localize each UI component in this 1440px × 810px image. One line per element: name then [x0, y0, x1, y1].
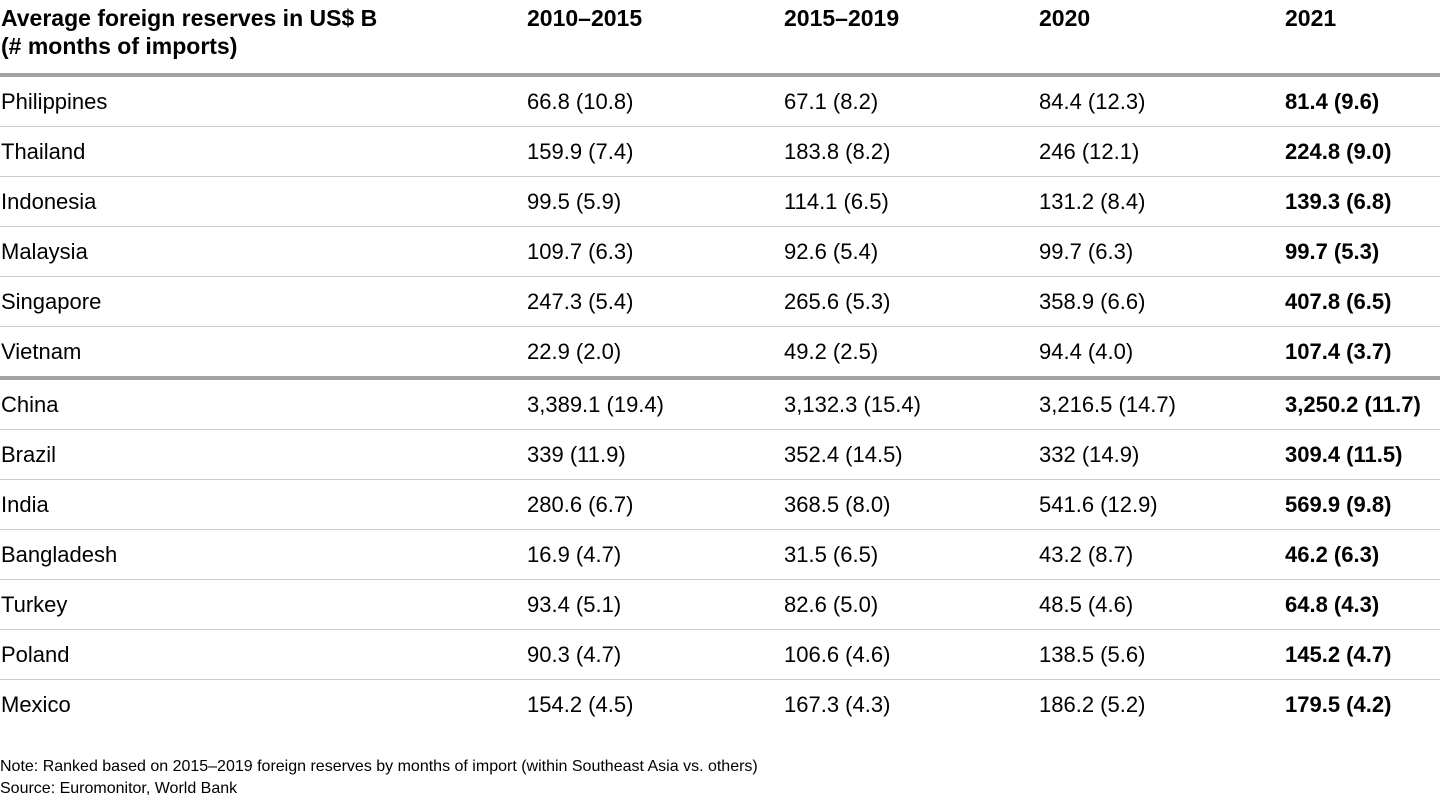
value-cell: 64.8 (4.3)	[1285, 579, 1440, 630]
column-header-2015-2019: 2015–2019	[784, 0, 1039, 77]
value-cell: 167.3 (4.3)	[784, 691, 891, 717]
value-cell: 84.4 (12.3)	[1039, 75, 1285, 127]
column-header-2021: 2021	[1285, 0, 1440, 77]
table-row: China 3,389.1 (19.4) 3,132.3 (15.4) 3,216.5…	[0, 378, 1440, 430]
table-row: Bangladesh 16.9 (4.7) 31.5 (6.5) 43.2 (8.7)…	[0, 529, 1440, 580]
value-cell: 99.5 (5.9)	[527, 176, 784, 227]
footnotes: Note: Ranked based on 2015–2019 foreign …	[0, 756, 1440, 800]
value-cell: 67.1 (8.2)	[784, 75, 1039, 127]
value-cell: 569.9 (9.8)	[1285, 479, 1440, 530]
country-label: Singapore	[0, 276, 527, 327]
country-label: Malaysia	[0, 226, 527, 277]
table-row: Mexico 154.2 (4.5) 167.3 (4.3) 186.2 (5.2) 1…	[0, 680, 1440, 730]
value-cell: 82.6 (5.0)	[784, 579, 1039, 630]
value-cell: 90.3 (4.7)	[527, 629, 784, 680]
table-row: Thailand 159.9 (7.4) 183.8 (8.2) 246 (12.1)…	[0, 126, 1440, 177]
value-cell: 145.2 (4.7)	[1285, 629, 1440, 680]
column-header-2010-2015: 2010–2015	[527, 0, 784, 77]
value-cell: 159.9 (7.4)	[527, 126, 784, 177]
value-cell: 332 (14.9)	[1039, 429, 1285, 480]
value-cell: 309.4 (11.5)	[1285, 429, 1440, 480]
value-cell: 16.9 (4.7)	[527, 529, 784, 580]
value-cell: 43.2 (8.7)	[1039, 529, 1285, 580]
value-cell: 368.5 (8.0)	[784, 479, 1039, 530]
value-cell: 246 (12.1)	[1039, 126, 1285, 177]
table-row: Brazil 339 (11.9) 352.4 (14.5) 332 (14.9) 30…	[0, 429, 1440, 480]
value-cell: 280.6 (6.7)	[527, 479, 784, 530]
value-cell: 31.5 (6.5)	[784, 529, 1039, 580]
value-cell: 179.5 (4.2)	[1285, 691, 1392, 717]
table-row: India 280.6 (6.7) 368.5 (8.0) 541.6 (12.9) 5…	[0, 479, 1440, 530]
table-row: Singapore 247.3 (5.4) 265.6 (5.3) 358.9 (6.…	[0, 276, 1440, 327]
value-cell: 247.3 (5.4)	[527, 276, 784, 327]
country-label: Indonesia	[0, 176, 527, 227]
table-title-line2: (# months of imports)	[1, 33, 238, 59]
value-cell: 139.3 (6.8)	[1285, 176, 1440, 227]
value-cell: 66.8 (10.8)	[527, 75, 784, 127]
value-cell: 107.4 (3.7)	[1285, 326, 1440, 380]
value-cell: 3,250.2 (11.7)	[1285, 378, 1440, 430]
country-label: Brazil	[0, 429, 527, 480]
table-row: Turkey 93.4 (5.1) 82.6 (5.0) 48.5 (4.6) 64.8…	[0, 579, 1440, 630]
value-cell: 265.6 (5.3)	[784, 276, 1039, 327]
value-cell: 46.2 (6.3)	[1285, 529, 1440, 580]
value-cell: 93.4 (5.1)	[527, 579, 784, 630]
country-label: China	[0, 378, 527, 430]
value-cell: 99.7 (5.3)	[1285, 226, 1440, 277]
country-label: Poland	[0, 629, 527, 680]
table-row: Indonesia 99.5 (5.9) 114.1 (6.5) 131.2 (8.4…	[0, 176, 1440, 227]
table-title-line1: Average foreign reserves in US$ B	[1, 5, 378, 31]
country-label: Bangladesh	[0, 529, 527, 580]
value-cell: 407.8 (6.5)	[1285, 276, 1440, 327]
value-cell: 49.2 (2.5)	[784, 326, 1039, 380]
table-title: Average foreign reserves in US$ B (# mon…	[0, 0, 527, 77]
value-cell: 106.6 (4.6)	[784, 629, 1039, 680]
source-text: Source: Euromonitor, World Bank	[0, 780, 238, 797]
value-cell: 224.8 (9.0)	[1285, 126, 1440, 177]
table-row: Philippines 66.8 (10.8) 67.1 (8.2) 84.4 (12…	[0, 75, 1440, 127]
country-label: Turkey	[0, 579, 527, 630]
value-cell: 352.4 (14.5)	[784, 429, 1039, 480]
column-header-2020: 2020	[1039, 0, 1285, 77]
header-row: Average foreign reserves in US$ B (# mon…	[0, 0, 1440, 77]
value-cell: 541.6 (12.9)	[1039, 479, 1285, 530]
value-cell: 3,216.5 (14.7)	[1039, 378, 1285, 430]
foreign-reserves-table: Average foreign reserves in US$ B (# mon…	[0, 0, 1440, 730]
value-cell: 109.7 (6.3)	[527, 226, 784, 277]
value-cell: 131.2 (8.4)	[1039, 176, 1285, 227]
note-text: Note: Ranked based on 2015–2019 foreign …	[0, 758, 758, 775]
country-label: Thailand	[0, 126, 527, 177]
value-cell: 3,132.3 (15.4)	[784, 378, 1039, 430]
value-cell: 358.9 (6.6)	[1039, 276, 1285, 327]
value-cell: 186.2 (5.2)	[1039, 691, 1146, 717]
country-label: Mexico	[1, 691, 71, 717]
value-cell: 3,389.1 (19.4)	[527, 378, 784, 430]
value-cell: 92.6 (5.4)	[784, 226, 1039, 277]
country-label: Vietnam	[0, 326, 527, 380]
table-row: Poland 90.3 (4.7) 106.6 (4.6) 138.5 (5.6) 14…	[0, 629, 1440, 680]
value-cell: 183.8 (8.2)	[784, 126, 1039, 177]
value-cell: 339 (11.9)	[527, 429, 784, 480]
value-cell: 81.4 (9.6)	[1285, 75, 1440, 127]
value-cell: 154.2 (4.5)	[527, 691, 634, 717]
value-cell: 94.4 (4.0)	[1039, 326, 1285, 380]
table-row: Malaysia 109.7 (6.3) 92.6 (5.4) 99.7 (6.3) 9…	[0, 226, 1440, 277]
value-cell: 114.1 (6.5)	[784, 176, 1039, 227]
value-cell: 99.7 (6.3)	[1039, 226, 1285, 277]
value-cell: 22.9 (2.0)	[527, 326, 784, 380]
table-row: Vietnam 22.9 (2.0) 49.2 (2.5) 94.4 (4.0) 107…	[0, 326, 1440, 380]
country-label: Philippines	[0, 75, 527, 127]
value-cell: 48.5 (4.6)	[1039, 579, 1285, 630]
value-cell: 138.5 (5.6)	[1039, 629, 1285, 680]
country-label: India	[0, 479, 527, 530]
